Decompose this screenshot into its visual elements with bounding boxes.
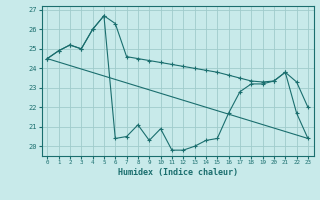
X-axis label: Humidex (Indice chaleur): Humidex (Indice chaleur): [118, 168, 237, 177]
